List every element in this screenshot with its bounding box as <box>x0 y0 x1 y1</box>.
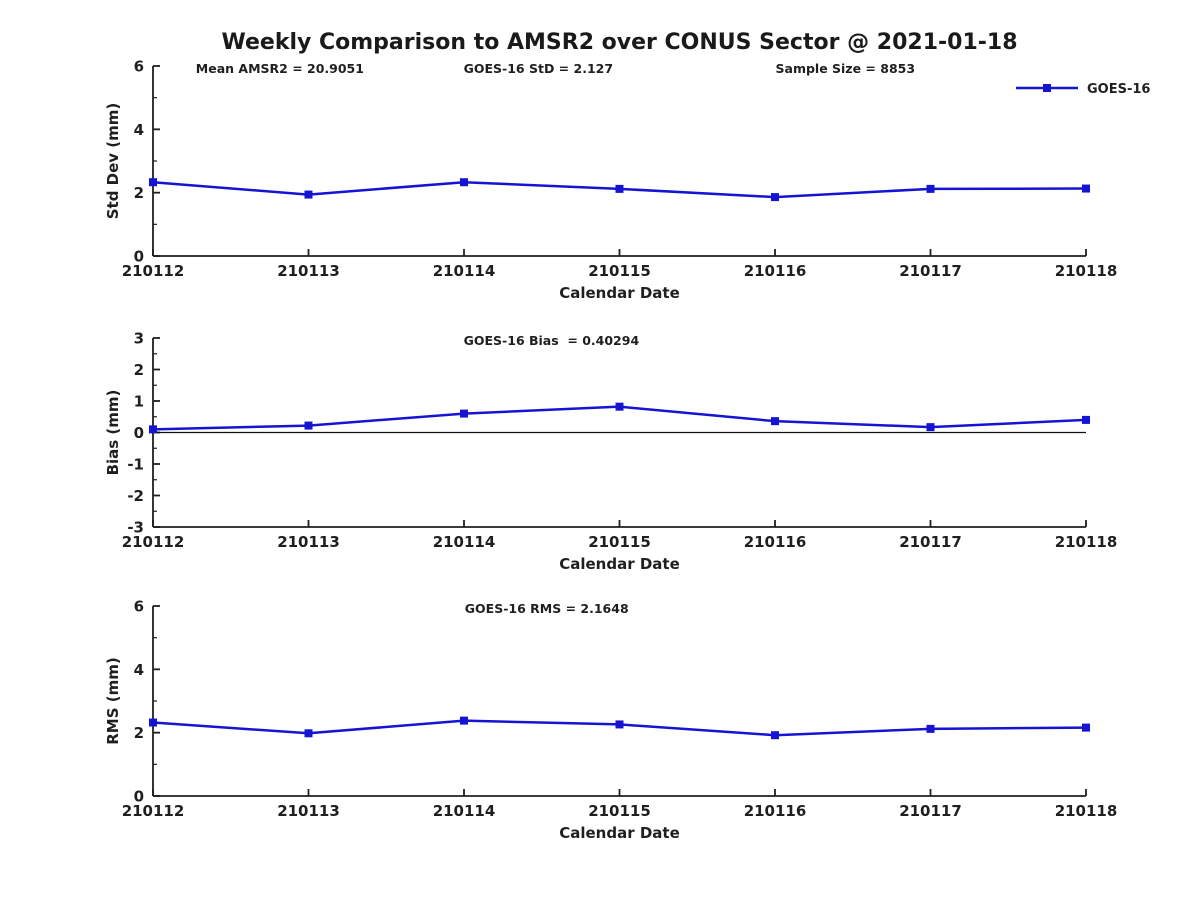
data-point-marker <box>149 178 157 187</box>
x-tick-label: 210114 <box>433 262 496 280</box>
data-point-marker <box>460 178 468 187</box>
y-tick-label: 2 <box>134 361 144 379</box>
annotation: GOES-16 StD = 2.127 <box>464 61 613 76</box>
x-tick-label: 210113 <box>277 533 340 551</box>
x-tick-label: 210112 <box>122 262 185 280</box>
annotation: GOES-16 RMS = 2.1648 <box>465 601 629 616</box>
data-point-marker <box>926 724 935 733</box>
annotation: Mean AMSR2 = 20.9051 <box>196 61 364 76</box>
data-point-marker <box>771 731 779 740</box>
data-point-marker <box>460 716 468 725</box>
x-tick-label: 210117 <box>899 262 962 280</box>
y-axis-title: RMS (mm) <box>104 657 122 744</box>
data-point-marker <box>304 421 313 430</box>
y-tick-label: 3 <box>134 330 144 348</box>
x-tick-label: 210116 <box>744 533 807 551</box>
y-tick-label: 4 <box>134 121 144 139</box>
data-point-marker <box>1082 415 1090 424</box>
x-tick-label: 210118 <box>1055 533 1118 551</box>
data-point-marker <box>149 718 157 727</box>
x-tick-label: 210114 <box>433 533 496 551</box>
x-axis-title: Calendar Date <box>559 284 680 302</box>
data-point-marker <box>149 425 157 434</box>
y-axis-title: Std Dev (mm) <box>104 103 122 220</box>
y-tick-label: -2 <box>127 487 144 505</box>
y-tick-label: 1 <box>134 393 144 411</box>
x-tick-label: 210112 <box>122 533 185 551</box>
y-tick-label: 4 <box>134 661 144 679</box>
data-point-marker <box>1082 184 1090 193</box>
x-tick-label: 210116 <box>744 802 807 820</box>
data-point-marker <box>304 729 313 738</box>
data-point-marker <box>926 184 935 193</box>
x-tick-label: 210113 <box>277 262 340 280</box>
x-axis-title: Calendar Date <box>559 555 680 573</box>
annotation: GOES-16 Bias = 0.40294 <box>464 333 640 348</box>
x-tick-label: 210114 <box>433 802 496 820</box>
y-axis-title: Bias (mm) <box>104 390 122 476</box>
x-tick-label: 210113 <box>277 802 340 820</box>
x-tick-label: 210117 <box>899 533 962 551</box>
x-tick-label: 210115 <box>588 802 651 820</box>
x-tick-label: 210115 <box>588 262 651 280</box>
data-point-marker <box>926 423 935 432</box>
data-point-marker <box>1082 723 1090 732</box>
y-tick-label: 0 <box>134 424 144 442</box>
x-axis-title: Calendar Date <box>559 824 680 842</box>
x-tick-label: 210116 <box>744 262 807 280</box>
annotation: Sample Size = 8853 <box>776 61 916 76</box>
data-point-marker <box>460 409 468 418</box>
data-point-marker <box>615 184 624 193</box>
x-tick-label: 210118 <box>1055 262 1118 280</box>
data-point-marker <box>304 190 313 199</box>
y-tick-label: -1 <box>127 456 144 474</box>
x-tick-label: 210115 <box>588 533 651 551</box>
data-point-marker <box>771 417 779 426</box>
x-tick-label: 210118 <box>1055 802 1118 820</box>
figure-title: Weekly Comparison to AMSR2 over CONUS Se… <box>221 30 1018 55</box>
legend-label: GOES-16 <box>1087 82 1150 97</box>
x-tick-label: 210117 <box>899 802 962 820</box>
y-tick-label: 0 <box>134 248 144 266</box>
x-tick-label: 210112 <box>122 802 185 820</box>
data-point-marker <box>771 193 779 202</box>
y-tick-label: 2 <box>134 724 144 742</box>
legend-marker <box>1043 84 1051 92</box>
y-tick-label: 6 <box>134 58 144 76</box>
y-tick-label: 6 <box>134 598 144 616</box>
y-tick-label: 0 <box>134 788 144 806</box>
data-point-marker <box>615 402 624 411</box>
y-tick-label: -3 <box>127 519 144 537</box>
y-tick-label: 2 <box>134 184 144 202</box>
data-point-marker <box>615 720 624 729</box>
